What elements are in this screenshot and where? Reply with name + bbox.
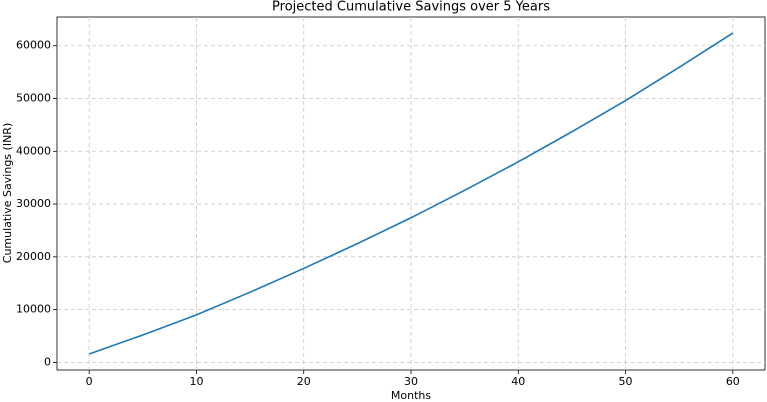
x-tick-label: 30 bbox=[404, 375, 418, 388]
x-axis-label: Months bbox=[391, 389, 431, 402]
x-tick-label: 10 bbox=[189, 375, 203, 388]
y-tick-label: 0 bbox=[44, 355, 51, 368]
y-tick-label: 10000 bbox=[16, 303, 51, 316]
y-tick-label: 50000 bbox=[16, 91, 51, 104]
x-tick-label: 60 bbox=[726, 375, 740, 388]
data-line bbox=[88, 32, 734, 355]
y-tick-label: 60000 bbox=[16, 39, 51, 52]
chart-title: Projected Cumulative Savings over 5 Year… bbox=[272, 0, 550, 15]
x-tick-label: 0 bbox=[86, 375, 93, 388]
x-tick-label: 40 bbox=[511, 375, 525, 388]
y-tick-label: 20000 bbox=[16, 250, 51, 263]
y-tick-label: 30000 bbox=[16, 197, 51, 210]
x-tick-label: 50 bbox=[619, 375, 633, 388]
y-axis-label: Cumulative Savings (INR) bbox=[1, 123, 14, 263]
y-tick-label: 40000 bbox=[16, 144, 51, 157]
x-tick-label: 20 bbox=[297, 375, 311, 388]
